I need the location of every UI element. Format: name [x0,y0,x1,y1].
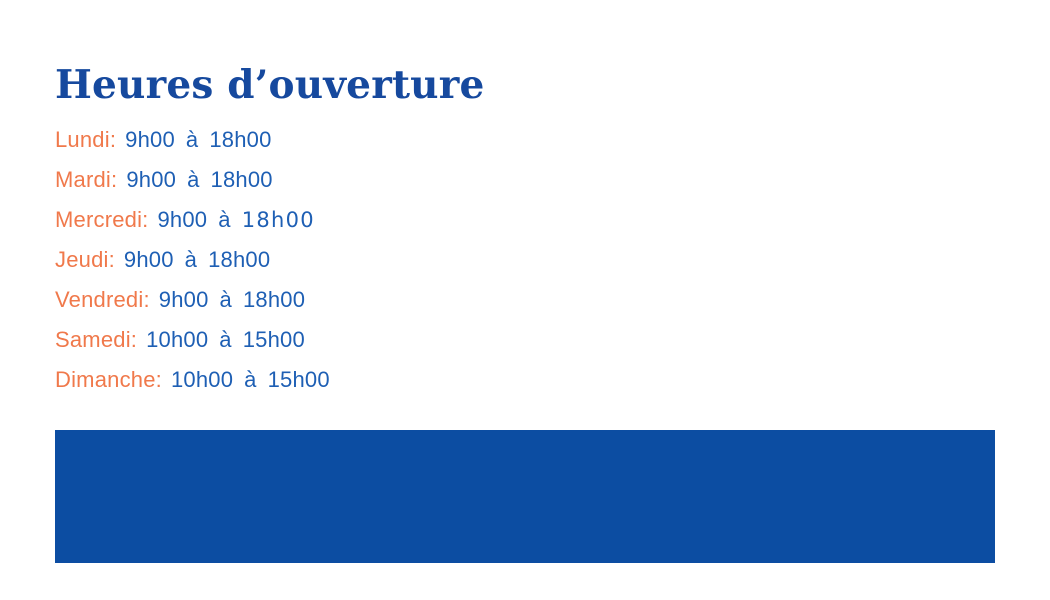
time-conjunction: à [219,326,232,352]
time-conjunction: à [244,366,257,392]
hours-row-tuesday: Mardi: 9h00 à 18h00 [55,160,1050,200]
hours-row-wednesday: Mercredi: 9h00 à 18h00 [55,200,1050,240]
day-label: Vendredi: [55,286,150,312]
time-end: 15h00 [267,366,330,392]
time-conjunction: à [219,286,232,312]
time-end: 18h00 [209,126,272,152]
hours-row-saturday: Samedi: 10h00 à 15h00 [55,320,1050,360]
opening-hours-section: Heures d’ouverture Lundi: 9h00 à 18h00 Mard… [55,62,1050,400]
time-start: 9h00 [157,206,208,232]
time-range: 9h00 à 18h00 [124,247,270,272]
time-conjunction: à [184,246,198,272]
day-label: Jeudi: [55,246,115,272]
footer-banner [55,430,995,563]
time-end: 18h00 [241,207,315,232]
time-range: 9h00 à 18h00 [159,287,305,312]
time-conjunction: à [187,166,200,192]
time-start: 9h00 [126,166,177,192]
day-label: Dimanche: [55,366,162,392]
time-start: 9h00 [125,126,175,152]
day-label: Lundi: [55,126,117,152]
time-start: 9h00 [158,286,209,312]
time-end: 18h00 [242,286,306,312]
time-start: 10h00 [146,326,209,352]
time-conjunction: à [218,206,231,232]
hours-row-friday: Vendredi: 9h00 à 18h00 [55,280,1050,320]
time-end: 15h00 [242,326,305,352]
hours-row-sunday: Dimanche: 10h00 à 15h00 [55,360,1050,400]
day-label: Samedi: [55,326,138,352]
time-end: 18h00 [208,246,271,272]
hours-list: Lundi: 9h00 à 18h00 Mardi: 9h00 à 18h00 Mercre… [55,120,1050,400]
time-range: 10h00 à 15h00 [171,367,330,392]
day-label: Mardi: [55,166,118,192]
time-end: 18h00 [210,166,273,192]
day-label: Mercredi: [55,206,149,232]
hours-row-thursday: Jeudi: 9h00 à 18h00 [55,240,1050,280]
time-range: 9h00 à 18h00 [125,127,271,152]
time-range: 10h00 à 15h00 [146,327,305,352]
page-title: Heures d’ouverture [55,62,485,108]
time-range: 9h00 à 18h00 [158,207,315,232]
time-start: 10h00 [170,366,234,392]
time-start: 9h00 [123,246,174,272]
time-conjunction: à [185,126,199,152]
time-range: 9h00 à 18h00 [126,167,272,192]
hours-row-monday: Lundi: 9h00 à 18h00 [55,120,1050,160]
